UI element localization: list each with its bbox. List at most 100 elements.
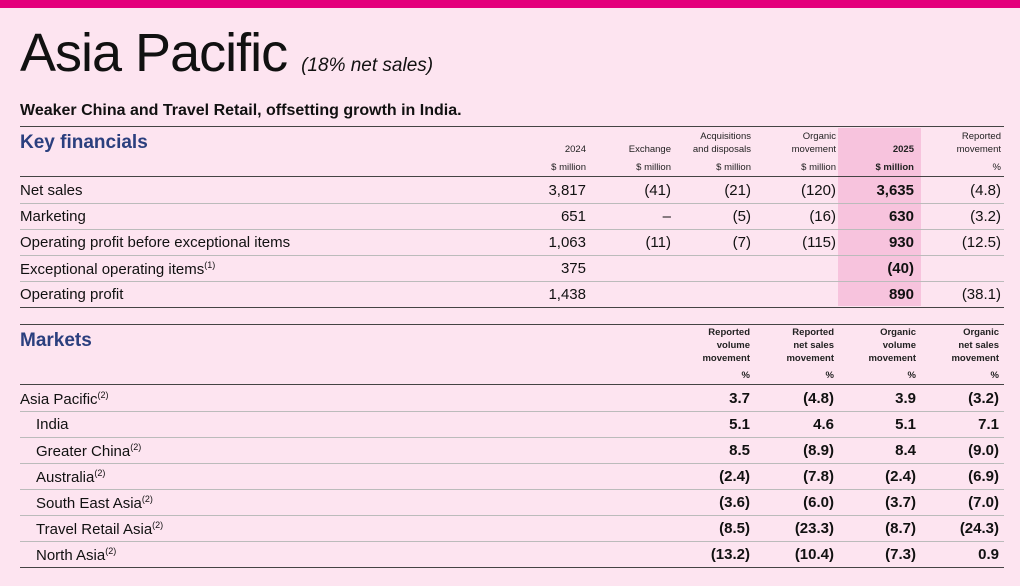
table-cell: (7.0) — [968, 494, 999, 511]
table-cell: 3,817 — [548, 182, 586, 199]
table-row: Asia Pacific(2) 3.7 (4.8) 3.9 (3.2) — [20, 385, 1004, 412]
col-header-unit: $ million — [636, 162, 671, 173]
row-divider — [20, 255, 1004, 256]
row-divider — [20, 463, 1004, 464]
row-label: Asia Pacific(2) — [20, 390, 109, 408]
markets-title: Markets — [20, 330, 92, 351]
table-cell: (7) — [732, 234, 751, 251]
table-cell: (8.7) — [885, 520, 916, 537]
table-cell: (9.0) — [968, 442, 999, 459]
row-divider — [20, 541, 1004, 542]
table-cell: (13.2) — [710, 546, 750, 563]
footnote-marker: (1) — [204, 260, 216, 270]
col-header-line: movement — [951, 353, 999, 364]
table-top-rule — [20, 126, 1004, 127]
header-bottom-rule — [20, 176, 1004, 177]
table-cell: (6.0) — [803, 494, 834, 511]
col-header-line: Organic — [963, 327, 999, 338]
row-divider — [20, 203, 1004, 204]
page-subtitle: (18% net sales) — [301, 55, 434, 76]
row-divider — [20, 437, 1004, 438]
table-row: Marketing 651 – (5) (16) 630 (3.2) — [20, 203, 1004, 230]
table-cell: 8.4 — [895, 442, 916, 459]
table-cell: (2.4) — [719, 468, 750, 485]
table-cell: 5.1 — [729, 416, 750, 433]
tagline: Weaker China and Travel Retail, offsetti… — [20, 102, 462, 119]
markets-table: Markets Reported volume movement% Reported n… — [20, 324, 1004, 586]
table-cell: (23.3) — [794, 520, 834, 537]
col-header-line: net sales — [958, 340, 999, 351]
table-cell: 8.5 — [729, 442, 750, 459]
table-cell: (5) — [732, 208, 751, 225]
footnote-marker: (2) — [97, 390, 109, 400]
table-cell: – — [662, 208, 671, 225]
row-label-text: Asia Pacific — [20, 391, 98, 408]
col-header-line2: movement — [791, 144, 836, 155]
col-header-line: movement — [786, 353, 834, 364]
table-cell: 0.9 — [978, 546, 999, 563]
row-label: Travel Retail Asia(2) — [36, 520, 163, 538]
col-header-unit: $ million — [875, 162, 914, 173]
table-row: South East Asia(2) (3.6) (6.0) (3.7) (7.0) — [20, 489, 1004, 516]
col-header-unit: $ million — [801, 162, 836, 173]
table-cell: 651 — [560, 208, 586, 225]
col-header-unit: $ million — [551, 162, 586, 173]
table-row: Operating profit before exceptional item… — [20, 229, 1004, 256]
table-cell: (11) — [645, 234, 671, 251]
footnote-marker: (2) — [94, 468, 106, 478]
col-header-line: Organic — [880, 327, 916, 338]
key-financials-table: Key financials 2024 $ million Exchange $ mi… — [20, 126, 1004, 308]
row-label: Operating profit before exceptional item… — [20, 234, 290, 251]
table-cell: (10.4) — [794, 546, 834, 563]
col-header-line: Reported — [792, 327, 834, 338]
table-cell: (41) — [644, 182, 671, 199]
row-label-text: North Asia — [36, 547, 106, 564]
col-header-line2: movement — [956, 144, 1001, 155]
row-label: Australia(2) — [36, 468, 105, 486]
col-header-line1: Organic — [802, 131, 836, 142]
row-divider — [20, 515, 1004, 516]
col-header-line: volume — [882, 340, 916, 351]
row-label: India — [36, 416, 69, 433]
footnote-marker: (2) — [152, 520, 164, 530]
footnote-marker: (2) — [141, 494, 153, 504]
table-cell: (120) — [800, 182, 836, 199]
table-row: Australia(2) (2.4) (7.8) (2.4) (6.9) — [20, 463, 1004, 490]
table-row: North Asia(2) (13.2) (10.4) (7.3) 0.9 — [20, 541, 1004, 568]
col-header-unit: $ million — [716, 162, 751, 173]
header-bottom-rule — [20, 384, 1004, 385]
col-header-unit: % — [907, 370, 916, 381]
table-cell: 3.9 — [895, 390, 916, 407]
table-cell: (6.9) — [968, 468, 999, 485]
col-header-line: movement — [702, 353, 750, 364]
row-divider — [20, 307, 1004, 308]
table-row: India 5.1 4.6 5.1 7.1 — [20, 411, 1004, 438]
page-title: Asia Pacific — [20, 23, 288, 83]
table-cell: 3,635 — [876, 182, 914, 199]
row-divider — [20, 281, 1004, 282]
table-top-rule — [20, 324, 1004, 325]
footnote-marker: (2) — [105, 546, 117, 556]
title-row: Asia Pacific (18% net sales) — [20, 22, 433, 84]
2025-column-highlight — [838, 128, 921, 306]
table-cell: 4.6 — [813, 416, 834, 433]
row-label: Greater China(2) — [36, 442, 141, 460]
col-header-line: net sales — [793, 340, 834, 351]
col-header-line2: 2024 — [564, 144, 586, 155]
col-header-line: movement — [868, 353, 916, 364]
row-label-text: Operating profit before exceptional item… — [20, 234, 291, 251]
row-divider — [20, 489, 1004, 490]
table-cell: (7.3) — [885, 546, 916, 563]
row-label: North Asia(2) — [36, 546, 116, 564]
table-cell: (115) — [802, 234, 836, 251]
table-cell: (12.5) — [961, 234, 1001, 251]
row-label-text: Marketing — [20, 208, 86, 225]
table-cell: 5.1 — [895, 416, 916, 433]
row-label-text: Australia — [36, 469, 95, 486]
key-financials-title: Key financials — [20, 132, 148, 153]
footnote-marker: (2) — [130, 442, 142, 452]
col-header-unit: % — [825, 370, 834, 381]
row-divider — [20, 411, 1004, 412]
table-cell: 890 — [888, 286, 914, 303]
table-cell: (3.2) — [970, 208, 1001, 225]
